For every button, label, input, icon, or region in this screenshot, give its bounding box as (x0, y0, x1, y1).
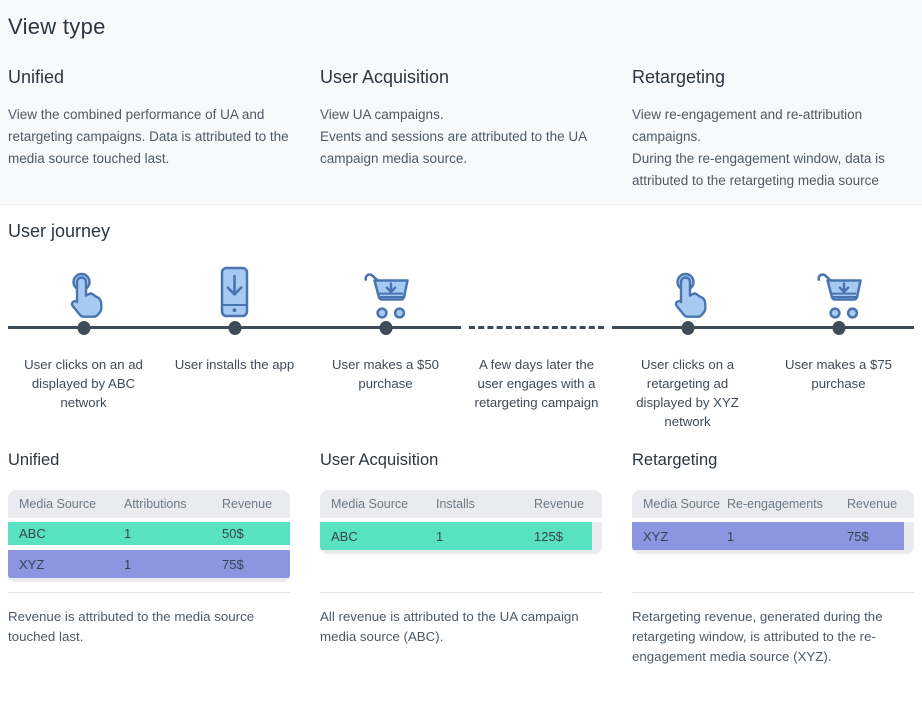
table-row: ABC 1 50$ (8, 522, 290, 550)
table-row: XYZ 1 75$ (8, 550, 290, 578)
ua-table: Media Source Installs Revenue ABC 1 125$ (320, 490, 602, 554)
results-section: Unified Media Source Attributions Revenu… (0, 451, 922, 667)
unified-result-column: Unified Media Source Attributions Revenu… (8, 451, 290, 667)
view-type-desc-user-acquisition: View UA campaigns. Events and sessions a… (320, 107, 587, 166)
unified-footnote: Revenue is attributed to the media sourc… (8, 609, 255, 644)
journey-step-purchase-75: User makes a $75 purchase (763, 264, 914, 431)
retargeting-result-column: Retargeting Media Source Re-engagements … (632, 451, 914, 667)
col-revenue: Revenue (847, 497, 898, 511)
divider (632, 592, 914, 593)
retargeting-footnote: Retargeting revenue, generated during th… (632, 609, 883, 664)
table-row: ABC 1 125$ (320, 522, 592, 550)
ua-result-column: User Acquisition Media Source Installs R… (320, 451, 602, 667)
cart-icon (763, 264, 914, 326)
user-journey-title: User journey (8, 221, 111, 241)
col-media-source: Media Source (643, 497, 721, 511)
journey-caption: User installs the app (174, 357, 295, 372)
timeline-segment (8, 321, 159, 342)
retargeting-table-title: Retargeting (632, 451, 718, 469)
view-type-title-retargeting: Retargeting (632, 67, 726, 87)
no-icon (461, 264, 612, 326)
col-media-source: Media Source (331, 497, 409, 511)
journey-step-days-later: A few days later the user engages with a… (461, 264, 612, 431)
view-type-title-unified: Unified (8, 67, 65, 87)
journey-caption: User clicks on a retargeting ad displaye… (636, 357, 739, 429)
col-revenue: Revenue (534, 497, 585, 511)
timeline-dot (832, 321, 845, 335)
view-type-user-acquisition: User Acquisition View UA campaigns. Even… (320, 67, 602, 192)
user-journey-timeline: User clicks on an ad displayed by ABC ne… (0, 264, 922, 431)
view-type-section: View type Unified View the combined perf… (0, 0, 922, 205)
journey-caption: User makes a $50 purchase (331, 357, 439, 391)
ua-table-title: User Acquisition (320, 451, 439, 469)
unified-table: Media Source Attributions Revenue ABC 1 … (8, 490, 290, 582)
timeline-dot (681, 321, 694, 335)
journey-step-click-abc: User clicks on an ad displayed by ABC ne… (8, 264, 159, 431)
tap-icon (8, 264, 159, 326)
table-header-row: Media Source Installs Revenue (320, 490, 602, 522)
table-row: XYZ 1 75$ (632, 522, 904, 550)
unified-table-title: Unified (8, 451, 60, 469)
journey-caption: User makes a $75 purchase (784, 357, 892, 391)
cart-icon (310, 264, 461, 326)
col-installs: Installs (436, 497, 475, 511)
view-type-columns: Unified View the combined performance of… (8, 67, 914, 192)
journey-step-click-xyz: User clicks on a retargeting ad displaye… (612, 264, 763, 431)
ua-footnote: All revenue is attributed to the UA camp… (320, 609, 579, 644)
divider (320, 592, 602, 593)
col-attributions: Attributions (124, 497, 187, 511)
timeline-dot (77, 321, 90, 335)
table-header-row: Media Source Attributions Revenue (8, 490, 290, 522)
user-journey-section: User journey User clicks on an ad displa… (0, 205, 922, 431)
page-title: View type (8, 14, 106, 39)
view-type-desc-unified: View the combined performance of UA and … (8, 107, 289, 166)
timeline-segment (763, 321, 914, 342)
view-type-desc-retargeting: View re-engagement and re-attribution ca… (632, 107, 885, 188)
tap-icon (612, 264, 763, 326)
col-re-engagements: Re-engagements (727, 497, 823, 511)
journey-caption: User clicks on an ad displayed by ABC ne… (24, 357, 143, 410)
timeline-segment (159, 321, 310, 342)
view-type-unified: Unified View the combined performance of… (8, 67, 290, 192)
timeline-segment (612, 321, 763, 342)
col-revenue: Revenue (222, 497, 273, 511)
timeline-dot (379, 321, 392, 335)
table-header-row: Media Source Re-engagements Revenue (632, 490, 914, 522)
col-media-source: Media Source (19, 497, 97, 511)
journey-step-install: User installs the app (159, 264, 310, 431)
timeline-segment-dashed (461, 326, 612, 342)
retargeting-table: Media Source Re-engagements Revenue XYZ … (632, 490, 914, 554)
phone-install-icon (159, 264, 310, 326)
timeline-dot (228, 321, 241, 335)
timeline-segment (310, 321, 461, 342)
divider (8, 592, 290, 593)
journey-caption: A few days later the user engages with a… (474, 357, 599, 410)
view-type-retargeting: Retargeting View re-engagement and re-at… (632, 67, 914, 192)
view-type-title-user-acquisition: User Acquisition (320, 67, 450, 87)
journey-step-purchase-50: User makes a $50 purchase (310, 264, 461, 431)
